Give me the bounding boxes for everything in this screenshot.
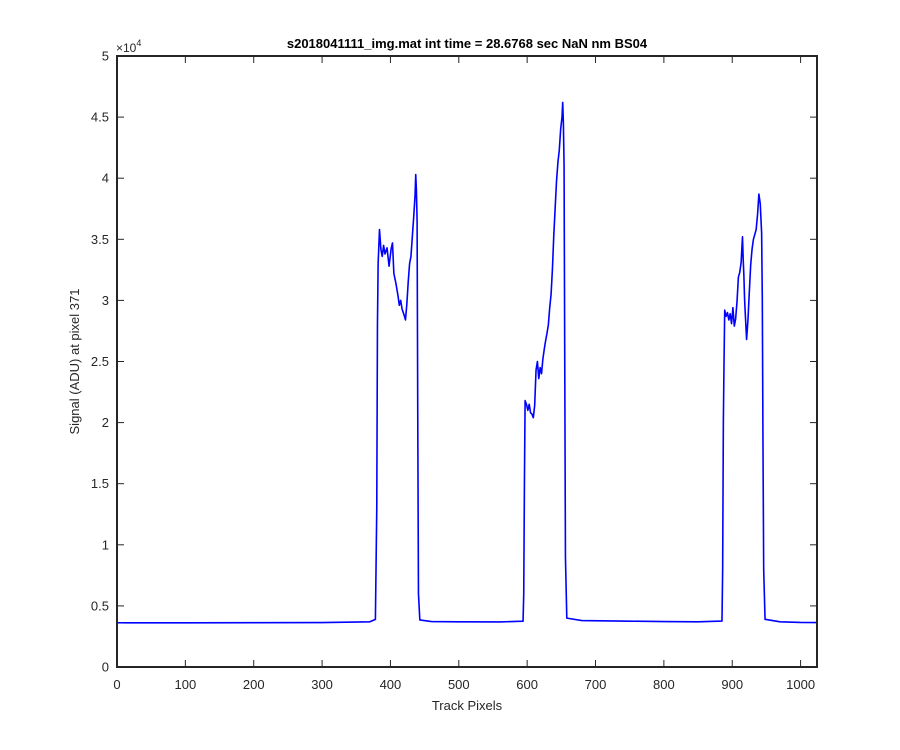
plot-frame (116, 55, 818, 668)
y-exponent-base: ×10 (116, 41, 137, 55)
y-tick-label: 4 (102, 171, 109, 186)
ticks-layer: 0 100 200 300 400 500 600 700 800 900 1000 0 0.5 1 1.5… (91, 49, 817, 692)
x-tick-label: 500 (448, 677, 470, 692)
y-tick-label: 4.5 (91, 110, 109, 125)
y-tick-label: 0.5 (91, 598, 109, 613)
x-tick-label: 200 (243, 677, 265, 692)
x-tick-label: 100 (175, 677, 197, 692)
y-tick-label: 3 (102, 293, 109, 308)
x-tick-label: 600 (516, 677, 538, 692)
x-tick-label: 400 (380, 677, 402, 692)
y-tick-label: 3.5 (91, 232, 109, 247)
x-tick-label: 300 (311, 677, 333, 692)
y-tick-label: 1.5 (91, 476, 109, 491)
x-axis-label: Track Pixels (432, 698, 503, 713)
x-tick-label: 1000 (786, 677, 815, 692)
y-tick-label: 5 (102, 49, 109, 64)
y-tick-label: 0 (102, 660, 109, 675)
plot-area (117, 56, 817, 667)
x-tick-label: 800 (653, 677, 675, 692)
y-tick-label: 1 (102, 537, 109, 552)
x-tick-label: 700 (585, 677, 607, 692)
series-layer (116, 101, 818, 624)
y-tick-label: 2.5 (91, 354, 109, 369)
chart-title: s2018041111_img.mat int time = 28.6768 s… (287, 36, 648, 51)
x-tick-label: 900 (721, 677, 743, 692)
y-tick-label: 2 (102, 415, 109, 430)
y-axis-exponent: ×104 (116, 38, 141, 55)
y-exponent-power: 4 (136, 38, 141, 48)
x-tick-label: 0 (113, 677, 120, 692)
y-axis-label: Signal (ADU) at pixel 371 (67, 289, 82, 435)
series-line (116, 101, 818, 624)
